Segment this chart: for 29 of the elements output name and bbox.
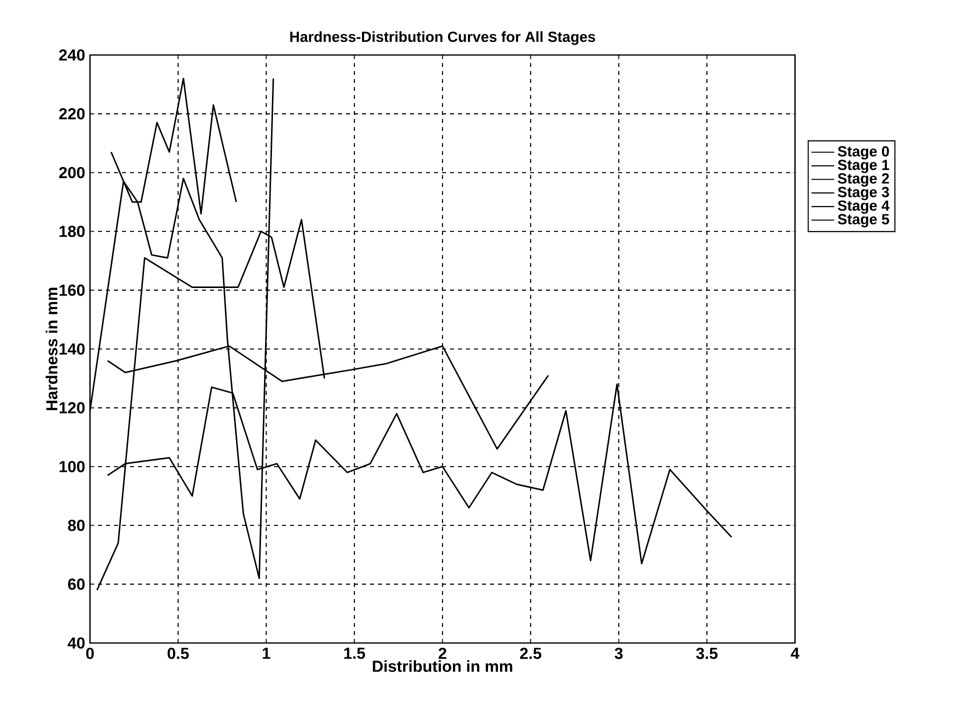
legend-label: Stage 5 xyxy=(838,214,890,228)
y-tick-label: 80 xyxy=(68,520,85,532)
x-tick-label: 1 xyxy=(262,648,270,659)
x-tick-label: 3 xyxy=(614,648,623,660)
y-axis-title: Hardness in mm xyxy=(46,288,58,410)
legend-label: Stage 4 xyxy=(838,200,890,214)
legend-label: Stage 3 xyxy=(838,186,890,200)
x-tick-label: 4 xyxy=(790,648,800,659)
legend-label: Stage 2 xyxy=(838,173,889,187)
y-tick-label: 220 xyxy=(59,108,85,120)
x-tick-label: 0.5 xyxy=(168,648,189,660)
legend-label: Stage 1 xyxy=(838,160,890,174)
x-tick-label: 0 xyxy=(86,648,94,660)
legend-label: Stage 0 xyxy=(838,146,889,160)
y-tick-label: 60 xyxy=(68,578,85,590)
y-tick-label: 40 xyxy=(68,637,85,649)
y-tick-label: 180 xyxy=(60,226,85,238)
y-tick-label: 160 xyxy=(60,284,85,296)
x-tick-label: 2.5 xyxy=(520,648,542,660)
y-tick-label: 100 xyxy=(60,460,85,472)
y-tick-label: 240 xyxy=(59,49,85,61)
y-tick-label: 200 xyxy=(59,166,85,178)
x-tick-label: 2 xyxy=(438,648,446,659)
y-tick-label: 120 xyxy=(60,402,85,414)
x-axis-title: Distribution in mm xyxy=(372,660,512,672)
x-tick-label: 1.5 xyxy=(344,648,366,659)
chart-title: Hardness-Distribution Curves for All Stages xyxy=(290,31,596,45)
x-tick-label: 3.5 xyxy=(696,648,718,660)
y-tick-label: 140 xyxy=(60,343,85,355)
